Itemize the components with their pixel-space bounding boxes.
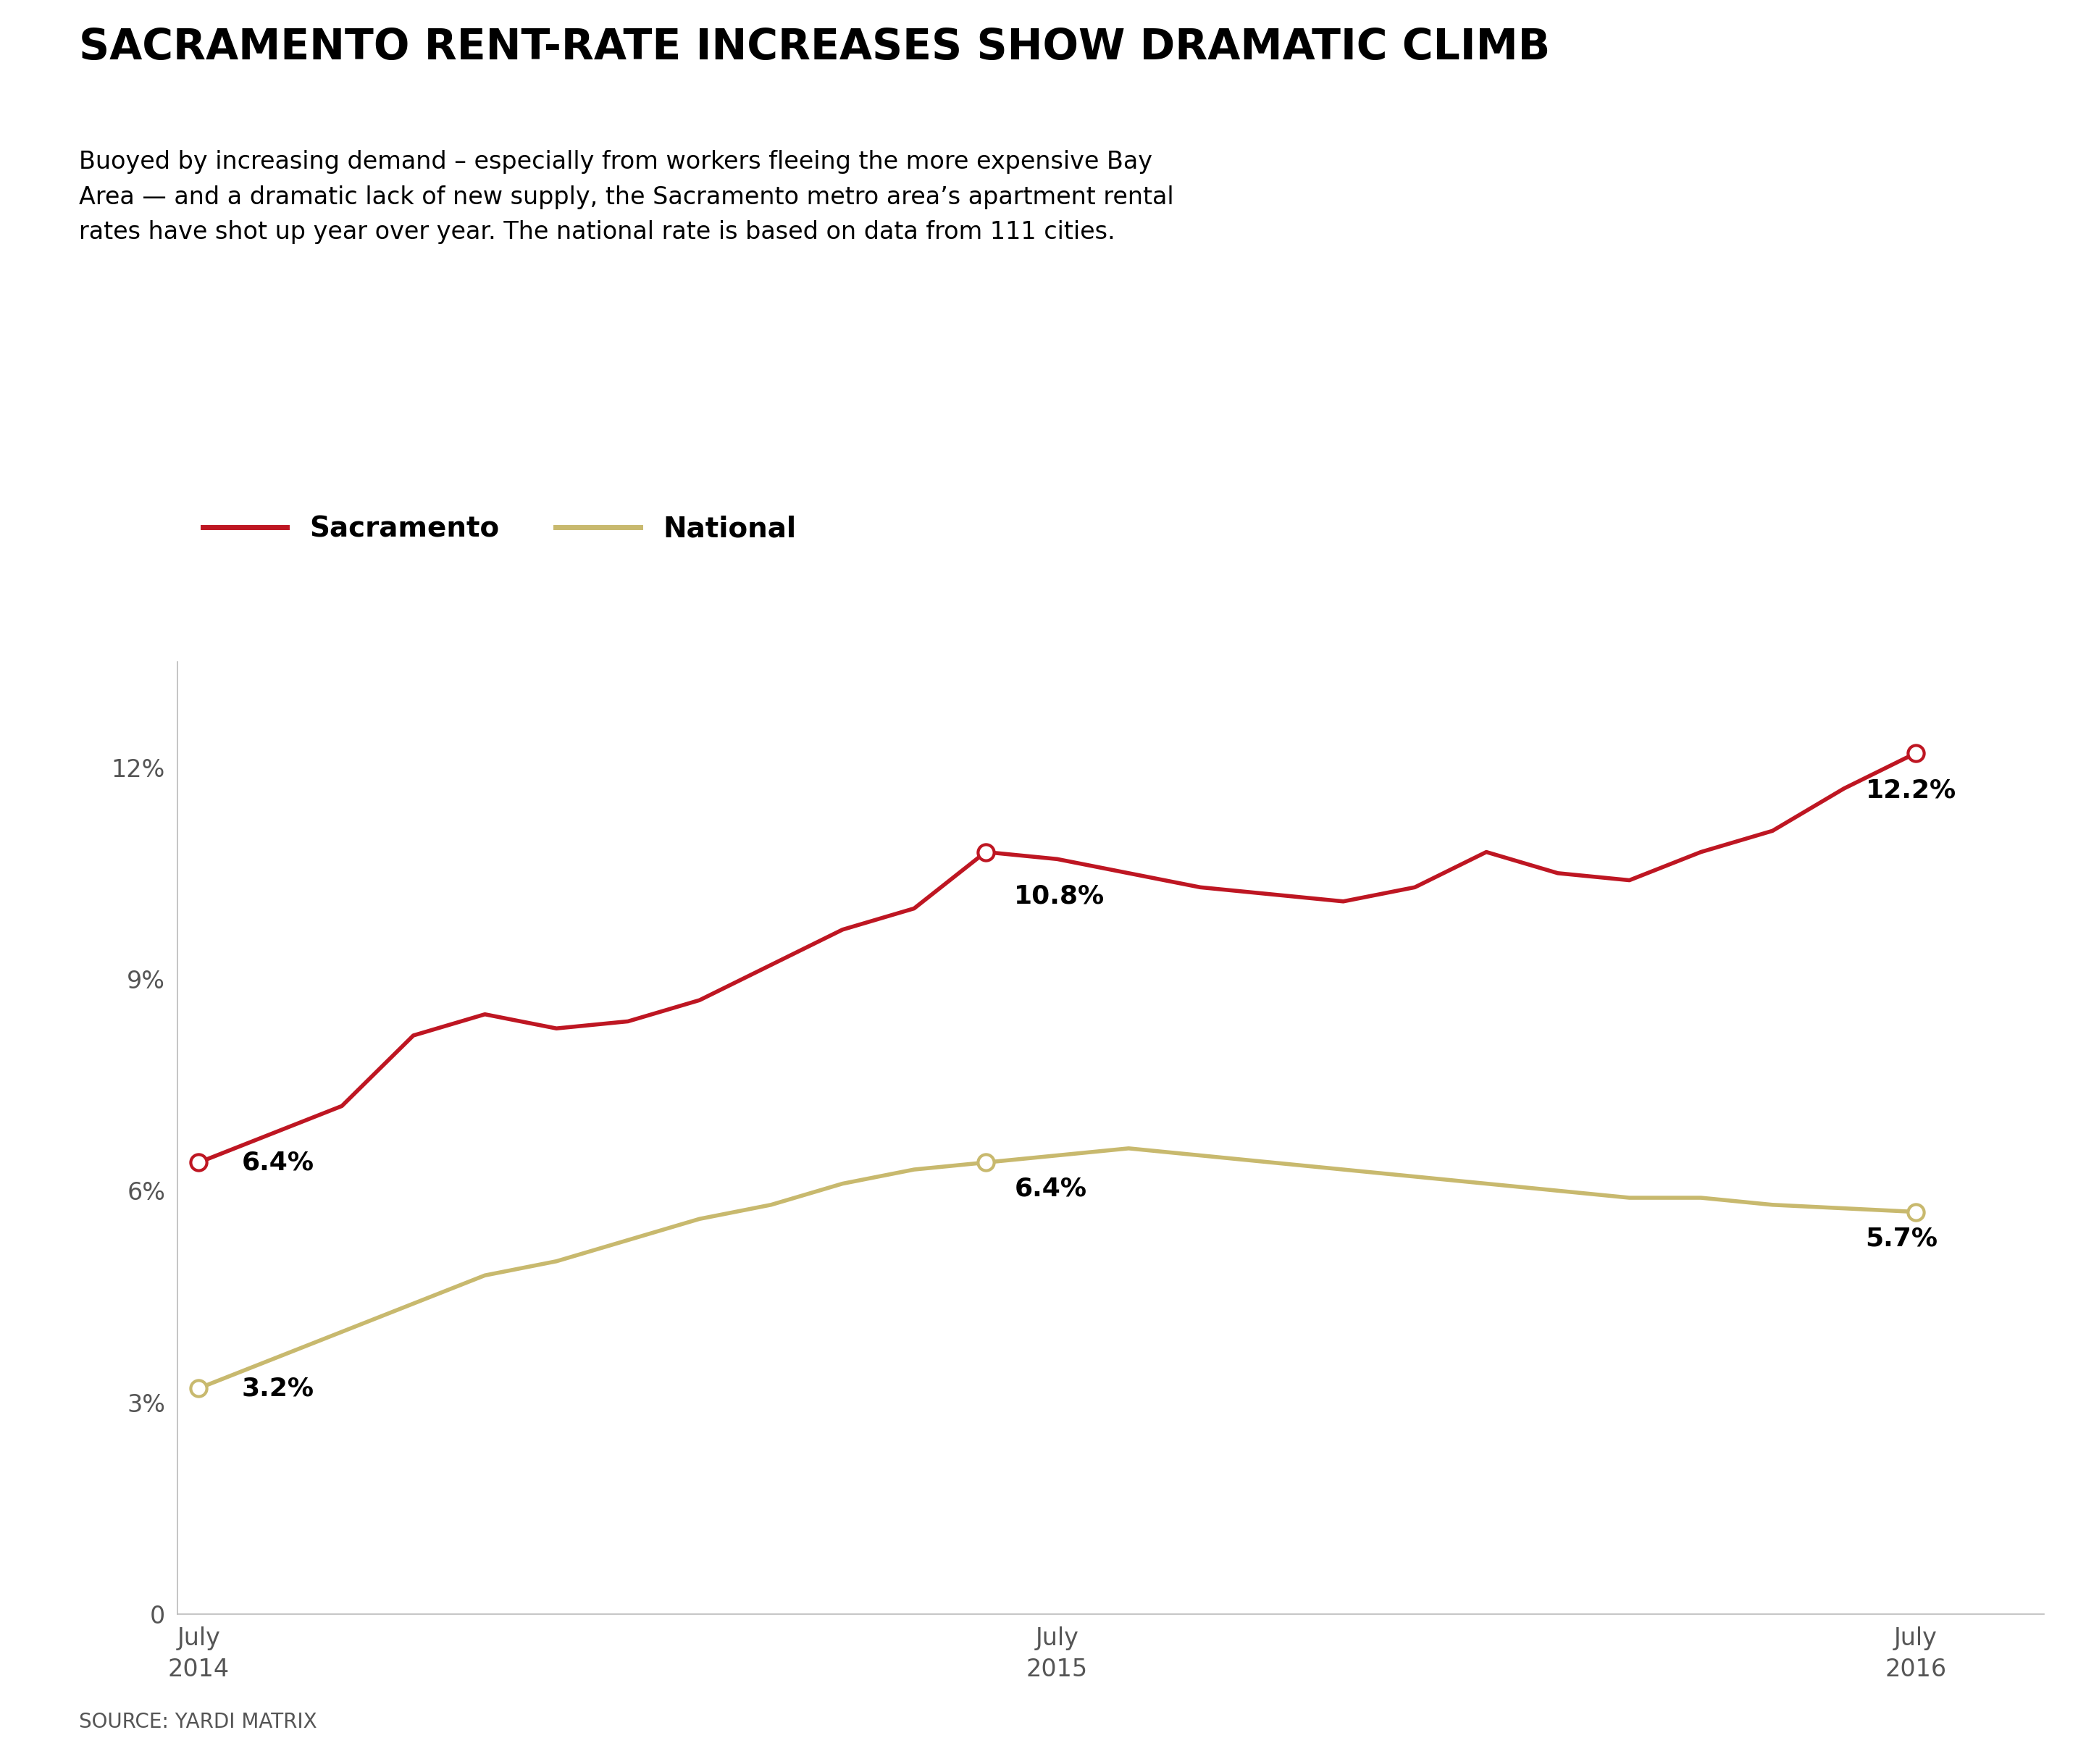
Text: 5.7%: 5.7% xyxy=(1865,1226,1938,1251)
Text: Buoyed by increasing demand – especially from workers fleeing the more expensive: Buoyed by increasing demand – especially… xyxy=(79,150,1174,243)
Text: 3.2%: 3.2% xyxy=(242,1376,315,1401)
Text: 10.8%: 10.8% xyxy=(1014,884,1106,908)
Legend: Sacramento, National: Sacramento, National xyxy=(192,505,807,554)
Text: 6.4%: 6.4% xyxy=(1014,1177,1087,1201)
Text: 12.2%: 12.2% xyxy=(1865,778,1957,803)
Text: SACRAMENTO RENT-RATE INCREASES SHOW DRAMATIC CLIMB: SACRAMENTO RENT-RATE INCREASES SHOW DRAM… xyxy=(79,26,1550,67)
Text: 6.4%: 6.4% xyxy=(242,1150,315,1175)
Text: SOURCE: YARDI MATRIX: SOURCE: YARDI MATRIX xyxy=(79,1713,317,1732)
